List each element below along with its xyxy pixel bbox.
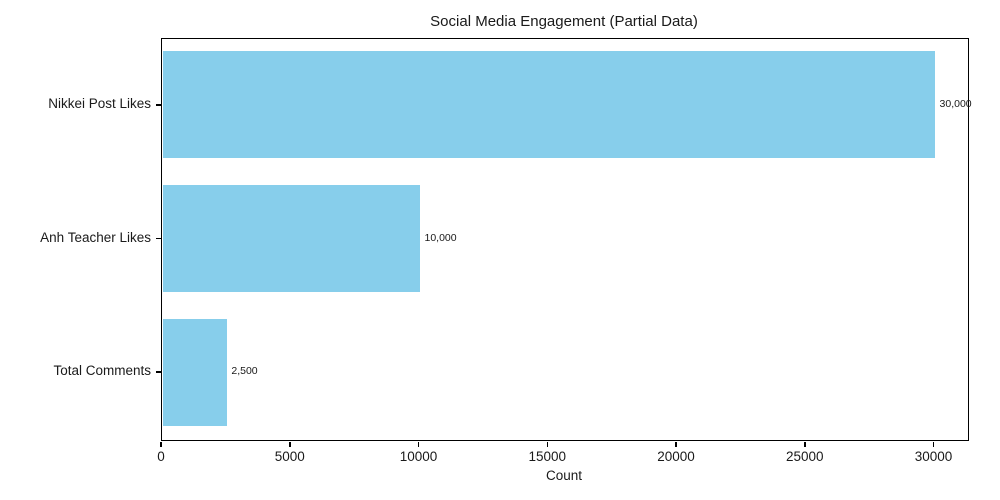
bar-1 [162, 185, 420, 292]
bar-value-label-2: 2,500 [231, 365, 258, 378]
x-tick-label-4: 20000 [657, 449, 695, 464]
x-tick-mark-2 [417, 442, 420, 447]
y-tick-mark-1 [156, 237, 161, 240]
x-tick-mark-3 [546, 442, 548, 447]
bar-value-label-0: 30,000 [939, 97, 972, 110]
y-tick-label-2: Total Comments [53, 363, 151, 379]
x-tick-label-3: 15000 [528, 449, 567, 464]
x-tick-mark-5 [804, 442, 806, 447]
x-axis-label: Count [545, 468, 583, 483]
x-tick-label-6: 30000 [914, 449, 953, 464]
x-tick-label-2: 10000 [399, 449, 438, 464]
x-tick-label-5: 25000 [785, 449, 824, 464]
x-tick-mark-1 [289, 442, 291, 447]
x-tick-mark-0 [160, 442, 162, 447]
bar-0 [162, 51, 936, 159]
bar-value-label-1: 10,000 [424, 231, 457, 244]
bar-2 [162, 318, 227, 426]
x-tick-label-1: 5000 [274, 449, 305, 464]
chart-title: Social Media Engagement (Partial Data) [430, 13, 698, 30]
y-tick-mark-0 [156, 104, 161, 106]
x-tick-label-0: 0 [157, 449, 165, 464]
x-tick-mark-4 [675, 442, 677, 447]
y-tick-mark-2 [156, 371, 161, 373]
y-tick-label-1: Anh Teacher Likes [40, 229, 151, 245]
y-tick-label-0: Nikkei Post Likes [48, 95, 151, 111]
x-tick-mark-6 [932, 442, 935, 447]
